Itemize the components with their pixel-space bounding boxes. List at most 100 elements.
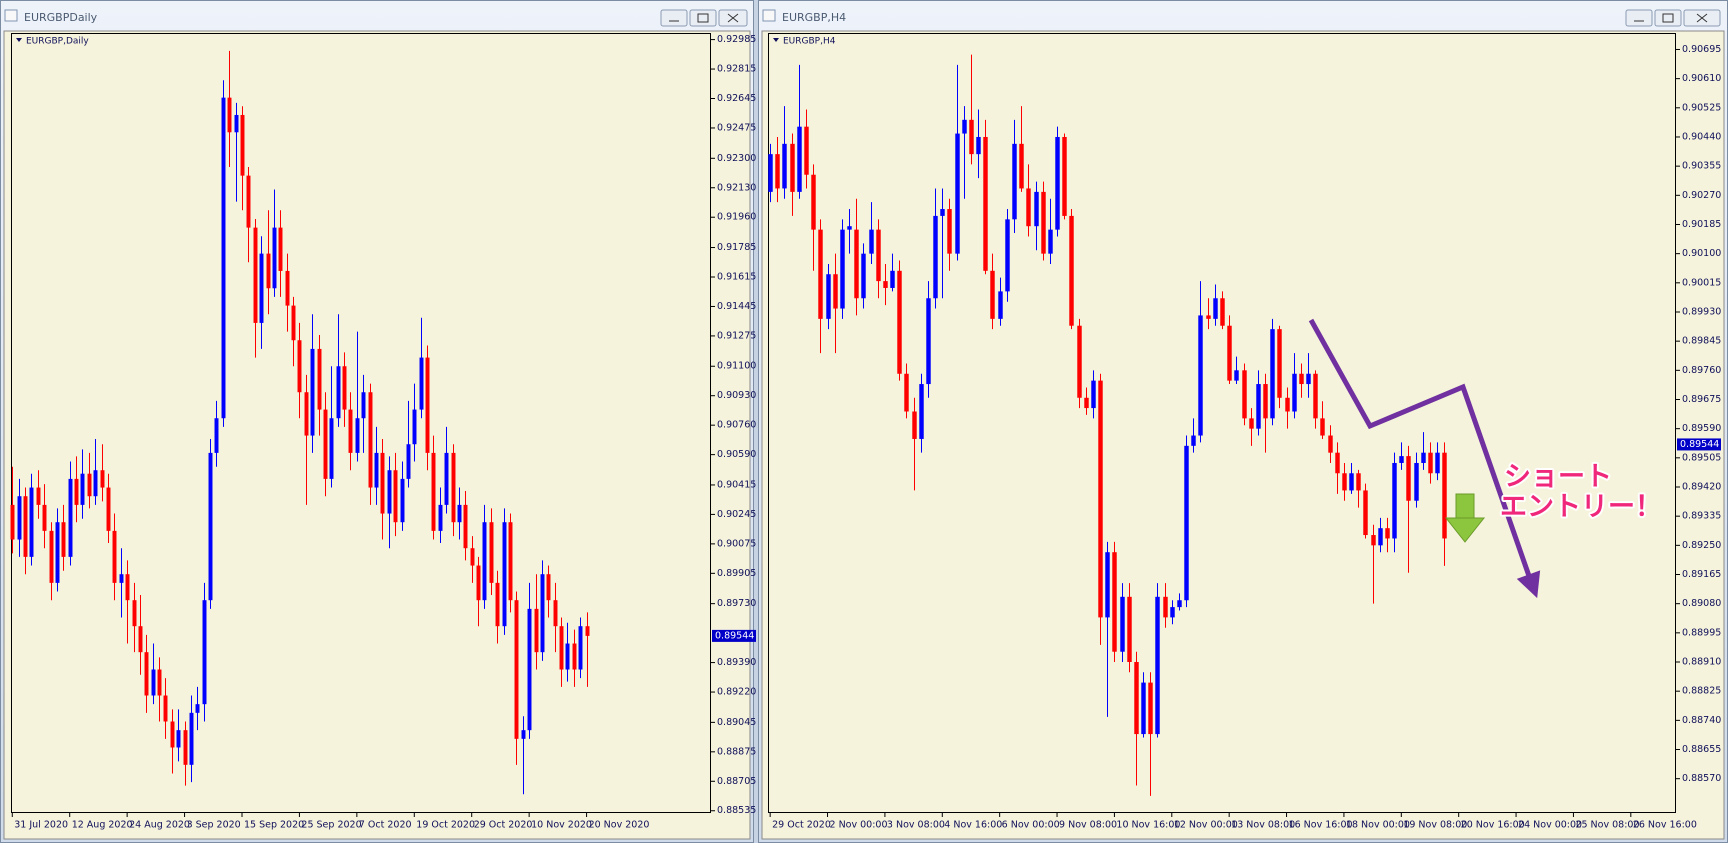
candle-body: [782, 143, 787, 189]
candle-body: [1220, 298, 1225, 326]
candle-body: [1292, 373, 1297, 412]
candle-body: [74, 478, 79, 505]
window-icon: [762, 9, 776, 22]
x-tick-label: 19 Oct 2020: [416, 820, 475, 831]
candle-body: [278, 227, 283, 271]
y-tick-label: 0.91615: [717, 271, 756, 282]
candle-body: [1313, 373, 1318, 419]
candle-body: [29, 487, 34, 557]
candle-body: [502, 522, 507, 627]
x-tick-label: 24 Aug 2020: [129, 820, 190, 831]
candle-body: [1206, 315, 1211, 319]
y-tick-label: 0.89335: [1682, 511, 1721, 522]
candle-body: [811, 174, 816, 230]
candle-body: [883, 281, 888, 288]
y-tick-label: 0.88655: [1682, 744, 1721, 755]
y-tick-label: 0.89220: [717, 687, 756, 698]
window-icon: [4, 9, 18, 22]
candle-body: [990, 270, 995, 319]
annotation-text: ショート: [1504, 462, 1612, 493]
y-tick-label: 0.91100: [717, 361, 756, 372]
candle-body: [1414, 462, 1419, 501]
candle-body: [119, 574, 124, 583]
candle-body: [342, 366, 347, 410]
candle-body: [144, 652, 149, 696]
y-tick-label: 0.91275: [717, 330, 756, 341]
candle-body: [451, 452, 456, 523]
candle-body: [489, 522, 494, 583]
x-tick-label: 26 Nov 16:00: [1633, 820, 1697, 831]
candle-body: [904, 373, 909, 412]
y-tick-label: 0.92645: [717, 93, 756, 104]
candle-body: [132, 600, 137, 627]
candle-body: [476, 565, 481, 601]
candle-body: [1399, 456, 1404, 463]
candle-body: [890, 270, 895, 288]
candle-body: [259, 253, 264, 323]
y-tick-label: 0.88705: [717, 776, 756, 787]
candle-body: [431, 452, 436, 531]
candle-body: [546, 574, 551, 601]
candle-body: [1091, 380, 1096, 409]
candle-body: [100, 470, 105, 488]
candle-body: [406, 444, 411, 479]
candle-body: [80, 473, 85, 505]
candle-body: [125, 574, 130, 601]
candle-body: [585, 626, 590, 636]
candle-body: [42, 504, 47, 531]
x-tick-label: 2 Nov 00:00: [830, 820, 888, 831]
candle-body: [1155, 596, 1160, 735]
y-tick-label: 0.88570: [1682, 773, 1721, 784]
plot-frame: [768, 33, 1676, 813]
candle-body: [1277, 329, 1282, 398]
candle-body: [553, 600, 558, 627]
minimize-button[interactable]: [1625, 9, 1653, 27]
candle-body: [1349, 473, 1354, 491]
minimize-button[interactable]: [660, 9, 688, 27]
candle-body: [151, 669, 156, 696]
candle-body: [926, 298, 931, 385]
restore-button[interactable]: [1654, 9, 1682, 27]
y-tick-label: 0.92815: [717, 64, 756, 75]
down-arrow-head: [1444, 517, 1486, 543]
candle-body: [1170, 607, 1175, 618]
candle-body: [521, 730, 526, 739]
candle-body: [1263, 384, 1268, 419]
y-tick-label: 0.89590: [1682, 423, 1721, 434]
candle-body: [221, 97, 226, 419]
y-tick-label: 0.88875: [717, 746, 756, 757]
candle-body: [1328, 435, 1333, 453]
candle-body: [1026, 188, 1031, 227]
candle-body: [355, 418, 360, 453]
y-tick-label: 0.92300: [717, 153, 756, 164]
restore-button[interactable]: [689, 9, 717, 27]
candle-body: [1127, 596, 1132, 663]
candle-body: [412, 409, 417, 445]
candle-body: [227, 97, 232, 133]
candle-body: [940, 209, 945, 216]
y-tick-label: 0.91960: [717, 212, 756, 223]
candle-body: [87, 473, 92, 497]
y-tick-label: 0.89905: [717, 568, 756, 579]
bid-label: 0.89544: [715, 630, 754, 641]
candle-body: [482, 522, 487, 601]
candle-body: [1256, 384, 1261, 429]
candle-body: [559, 626, 564, 670]
x-tick-label: 10 Nov 16:00: [1116, 820, 1180, 831]
y-tick-label: 0.89420: [1682, 481, 1721, 492]
symbol-toggle: [773, 38, 779, 42]
candle-body: [195, 704, 200, 713]
y-tick-label: 0.90760: [717, 420, 756, 431]
x-tick-label: 25 Nov 08:00: [1575, 820, 1639, 831]
candle-body: [578, 626, 583, 670]
y-tick-label: 0.88535: [717, 805, 756, 816]
candle-body: [1442, 452, 1447, 539]
y-tick-label: 0.89390: [717, 657, 756, 668]
chart-area: [761, 30, 1725, 840]
y-tick-label: 0.89930: [1682, 306, 1721, 317]
x-tick-label: 24 Nov 00:00: [1518, 820, 1582, 831]
y-tick-label: 0.90245: [717, 509, 756, 520]
y-tick-label: 0.89250: [1682, 540, 1721, 551]
candle-body: [540, 574, 545, 653]
candle-body: [983, 136, 988, 271]
